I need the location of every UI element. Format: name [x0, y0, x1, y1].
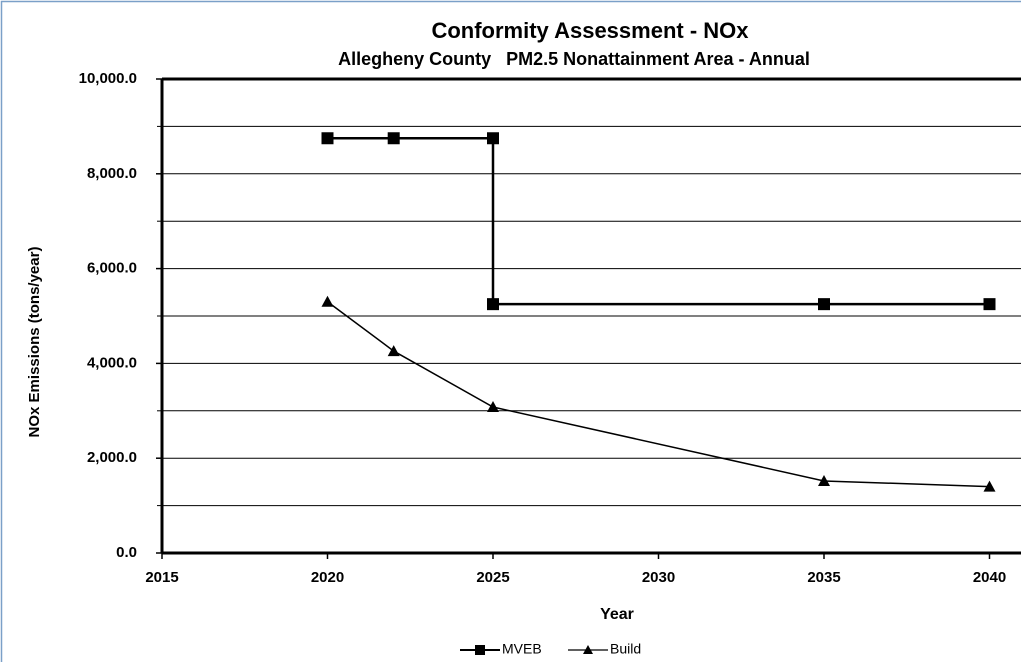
y-tick-label: 10,000.0	[79, 70, 137, 87]
marker	[321, 132, 334, 145]
legend-label: Build	[610, 641, 641, 657]
chart-subtitle: Allegheny County PM2.5 Nonattainment Are…	[338, 49, 810, 69]
marker	[387, 132, 400, 145]
legend: MVEB Build	[460, 641, 641, 657]
legend-marker	[475, 645, 485, 655]
x-tick-label: 2025	[476, 569, 509, 586]
y-tick-label: 8,000.0	[87, 165, 137, 182]
y-tick-label: 0.0	[116, 544, 137, 561]
x-tick-label: 2030	[642, 569, 675, 586]
x-tick-label: 2020	[311, 569, 344, 586]
marker	[818, 474, 830, 486]
marker	[487, 401, 499, 413]
marker	[321, 295, 334, 307]
x-tick-label: 2035	[807, 569, 840, 586]
x-axis-label: Year	[600, 606, 634, 623]
legend-marker	[583, 645, 593, 654]
series-line	[327, 137, 990, 306]
x-tick-label: 2040	[973, 569, 1006, 586]
x-tick-label: 2015	[145, 569, 178, 586]
marker	[983, 480, 996, 492]
marker	[487, 298, 499, 311]
y-tick-label: 2,000.0	[87, 449, 137, 466]
marker	[487, 132, 499, 145]
y-tick-label: 6,000.0	[87, 260, 137, 277]
chart-title: Conformity Assessment - NOx	[431, 18, 749, 43]
marker	[983, 298, 996, 311]
y-axis-label: NOx Emissions (tons/year)	[26, 247, 43, 438]
marker	[387, 345, 400, 357]
y-tick-label: 4,000.0	[87, 354, 137, 371]
marker	[818, 298, 830, 311]
legend-label: MVEB	[502, 641, 542, 657]
